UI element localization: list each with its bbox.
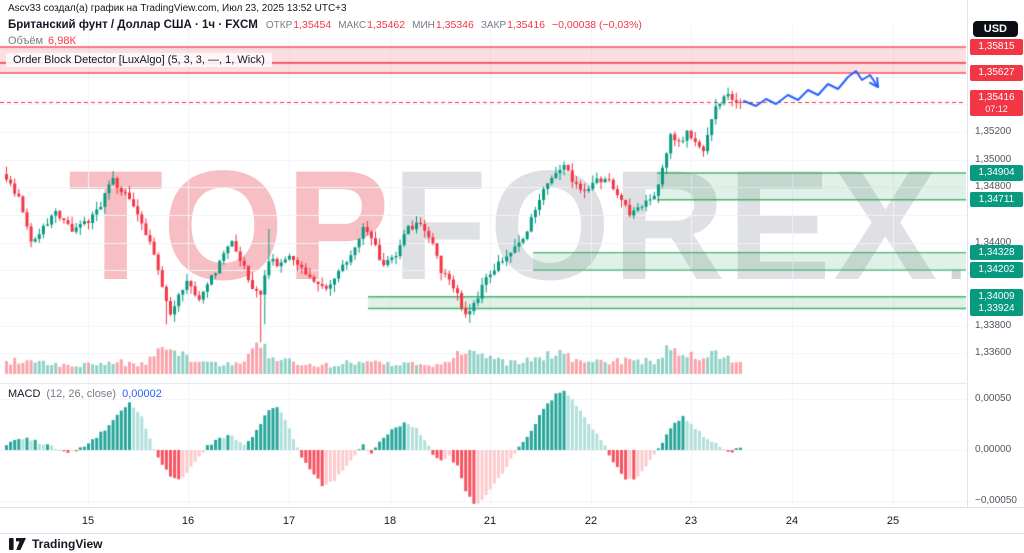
price-axis-tick-label: 1,34400: [975, 236, 1012, 248]
macd-value: 0,00002: [122, 388, 162, 400]
symbol-info-row: Британский фунт / Доллар США · 1ч · FXCM…: [8, 19, 642, 31]
ohlc-item-value: 1,35416: [507, 19, 546, 31]
ohlc-item: МАКС 1,35462: [338, 19, 405, 31]
share-attribution-text: Ascv33 создал(а) график на TradingView.c…: [8, 3, 347, 14]
ohlc-item: ОТКР 1,35454: [266, 19, 331, 31]
volume-value: 6,98К: [48, 35, 76, 47]
ohlc-item-label: МАКС: [338, 20, 367, 31]
price-axis-tick-label: 1,35000: [975, 153, 1012, 165]
time-axis-label: 24: [785, 515, 799, 527]
level-price-badge: 1,34711: [970, 191, 1023, 208]
macd-axis-tick-label: 0,00050: [975, 393, 1012, 404]
ohlc-item-label: ЗАКР: [480, 20, 507, 31]
time-axis[interactable]: 15 16 17 18 21 22 23 24 25: [0, 507, 1024, 534]
tradingview-brand-text[interactable]: TradingView: [32, 536, 103, 551]
indicator-label-order-block-detector[interactable]: Order Block Detector [LuxAlgo] (5, 3, 3,…: [6, 53, 272, 67]
time-axis-label: 16: [181, 515, 195, 527]
time-axis-label: 22: [584, 515, 598, 527]
time-axis-label: 18: [383, 515, 397, 527]
level-price-badge: 1,34328: [970, 244, 1023, 261]
price-axis-tick-label: 1,34800: [975, 181, 1012, 193]
volume-label: Объём: [8, 35, 44, 47]
level-price-badge: 1,33924: [970, 300, 1023, 317]
ohlc-item-value: 1,35454: [293, 19, 332, 31]
tradingview-logo-icon[interactable]: [9, 537, 26, 550]
macd-label: MACD: [8, 388, 41, 400]
macd-params: (12, 26, close): [46, 388, 117, 400]
price-axis[interactable]: 1,35200 1,35000 1,34800 1,34400 1,33800 1,336…: [967, 0, 1024, 533]
macd-axis-tick-label: 0,00000: [975, 444, 1012, 455]
bar-countdown: 07:12: [985, 103, 1008, 114]
macd-axis-tick-label: −0,00050: [975, 495, 1017, 506]
ohlc-item-label: ОТКР: [265, 20, 293, 31]
ohlc-item-value: 1,35346: [435, 19, 474, 31]
price-axis-tick-label: 1,33600: [975, 347, 1012, 359]
footer-bar: TradingView: [0, 533, 1024, 553]
price-change-value: −0,00038 (−0,03%): [552, 19, 642, 31]
level-price-badge: 1,34202: [970, 262, 1023, 278]
level-price-badge: 1,34904: [970, 165, 1023, 181]
level-price-badge: 1,34009: [970, 288, 1023, 305]
price-axis-tick-label: 1,35200: [975, 126, 1012, 138]
time-axis-label: 21: [483, 515, 497, 527]
time-axis-label: 15: [81, 515, 95, 527]
ohlc-item: МИН 1,35346: [412, 19, 474, 31]
macd-indicator-row[interactable]: MACD (12, 26, close) 0,00002: [8, 388, 162, 400]
ohlc-item-value: 1,35462: [367, 19, 406, 31]
symbol-title[interactable]: Британский фунт / Доллар США · 1ч · FXCM: [8, 19, 258, 31]
ohlc-readout: ОТКР 1,35454 МАКС 1,35462 МИН 1,35346 ЗАКР 1,35…: [266, 19, 642, 31]
price-axis-tick-label: 1,33800: [975, 319, 1012, 331]
currency-toggle-button[interactable]: USD: [972, 21, 1018, 37]
time-axis-label: 23: [684, 515, 698, 527]
ohlc-item-label: МИН: [412, 20, 435, 31]
current-price-badge: 1,35416 07:12: [970, 90, 1023, 117]
ohlc-item: ЗАКР 1,35416: [481, 19, 545, 31]
level-price-badge: 1,35815: [970, 39, 1023, 55]
volume-row: Объём 6,98К: [8, 35, 76, 47]
time-axis-label: 25: [886, 515, 900, 527]
level-price-badge: 1,35627: [970, 65, 1023, 81]
time-axis-label: 17: [282, 515, 296, 527]
